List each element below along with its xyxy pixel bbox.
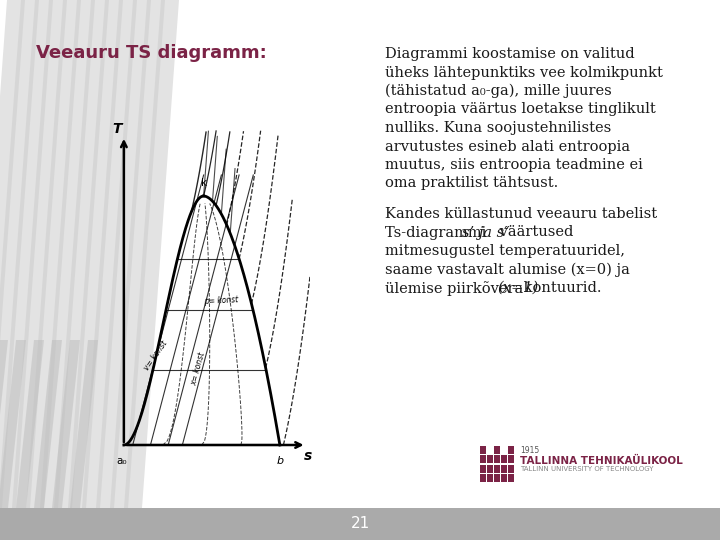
Polygon shape (124, 0, 179, 508)
Polygon shape (82, 0, 137, 508)
Text: a₀: a₀ (117, 456, 127, 465)
Bar (508, 446, 513, 454)
FancyBboxPatch shape (0, 0, 720, 508)
Polygon shape (0, 340, 26, 508)
Text: entroopia väärtus loetakse tinglikult: entroopia väärtus loetakse tinglikult (385, 103, 656, 117)
Text: ülemise piirkõvera: ülemise piirkõvera (385, 281, 528, 296)
Polygon shape (0, 0, 39, 508)
Text: TALLINN UNIVERSITY OF TECHNOLOGY: TALLINN UNIVERSITY OF TECHNOLOGY (520, 466, 654, 472)
Text: väärtused: väärtused (495, 226, 573, 240)
Bar (480, 464, 485, 472)
Polygon shape (0, 0, 25, 508)
Bar (494, 464, 500, 472)
Polygon shape (16, 340, 44, 508)
Polygon shape (70, 340, 98, 508)
Text: Kandes küllastunud veeauru tabelist: Kandes küllastunud veeauru tabelist (385, 207, 657, 221)
Text: arvutustes esineb alati entroopia: arvutustes esineb alati entroopia (385, 139, 630, 153)
Text: v= konst: v= konst (143, 339, 169, 372)
Text: k: k (202, 179, 207, 188)
Text: 21: 21 (351, 516, 369, 531)
Bar (480, 446, 485, 454)
Bar (487, 474, 492, 482)
Bar (508, 455, 513, 463)
Text: üheks lähtepunktiks vee kolmikpunkt: üheks lähtepunktiks vee kolmikpunkt (385, 65, 663, 79)
Text: 1915: 1915 (520, 446, 539, 455)
Text: nulliks. Kuna soojustehnilistes: nulliks. Kuna soojustehnilistes (385, 121, 611, 135)
Bar (494, 455, 500, 463)
Text: oma praktilist tähtsust.: oma praktilist tähtsust. (385, 177, 558, 191)
Polygon shape (52, 340, 80, 508)
Polygon shape (26, 0, 81, 508)
Polygon shape (110, 0, 165, 508)
Bar (508, 474, 513, 482)
Bar (494, 474, 500, 482)
Text: s: s (304, 449, 312, 463)
Text: TALLINNA TEHNIKAÜLIKOOL: TALLINNA TEHNIKAÜLIKOOL (520, 456, 683, 466)
Text: Diagrammi koostamise on valitud: Diagrammi koostamise on valitud (385, 47, 634, 61)
Bar (508, 464, 513, 472)
Text: Ts-diagrammi: Ts-diagrammi (385, 226, 491, 240)
Text: x= konst: x= konst (189, 352, 207, 387)
Text: (x=1): (x=1) (497, 281, 539, 295)
Bar (0, 508, 720, 540)
Text: muutus, siis entroopia teadmine ei: muutus, siis entroopia teadmine ei (385, 158, 643, 172)
Bar (494, 446, 500, 454)
Text: b: b (276, 456, 284, 465)
Bar (487, 464, 492, 472)
Polygon shape (96, 0, 151, 508)
Polygon shape (34, 340, 62, 508)
Text: mitmesugustel temperatuuridel,: mitmesugustel temperatuuridel, (385, 244, 625, 258)
Text: T: T (112, 122, 122, 136)
Polygon shape (0, 0, 53, 508)
Bar (501, 474, 506, 482)
Polygon shape (0, 340, 8, 508)
Polygon shape (12, 0, 67, 508)
Polygon shape (54, 0, 109, 508)
Text: p= konst: p= konst (204, 295, 239, 306)
Bar (480, 455, 485, 463)
Text: saame vastavalt alumise (x=0) ja: saame vastavalt alumise (x=0) ja (385, 262, 630, 277)
Polygon shape (68, 0, 123, 508)
Text: (tähistatud a₀-ga), mille juures: (tähistatud a₀-ga), mille juures (385, 84, 612, 98)
Bar (487, 455, 492, 463)
Polygon shape (40, 0, 95, 508)
Bar (480, 474, 485, 482)
Text: s’ ja s″: s’ ja s″ (462, 226, 509, 240)
Text: kontuurid.: kontuurid. (519, 281, 602, 295)
Bar (501, 455, 506, 463)
Text: Veeauru TS diagramm:: Veeauru TS diagramm: (36, 44, 266, 62)
Bar (501, 464, 506, 472)
